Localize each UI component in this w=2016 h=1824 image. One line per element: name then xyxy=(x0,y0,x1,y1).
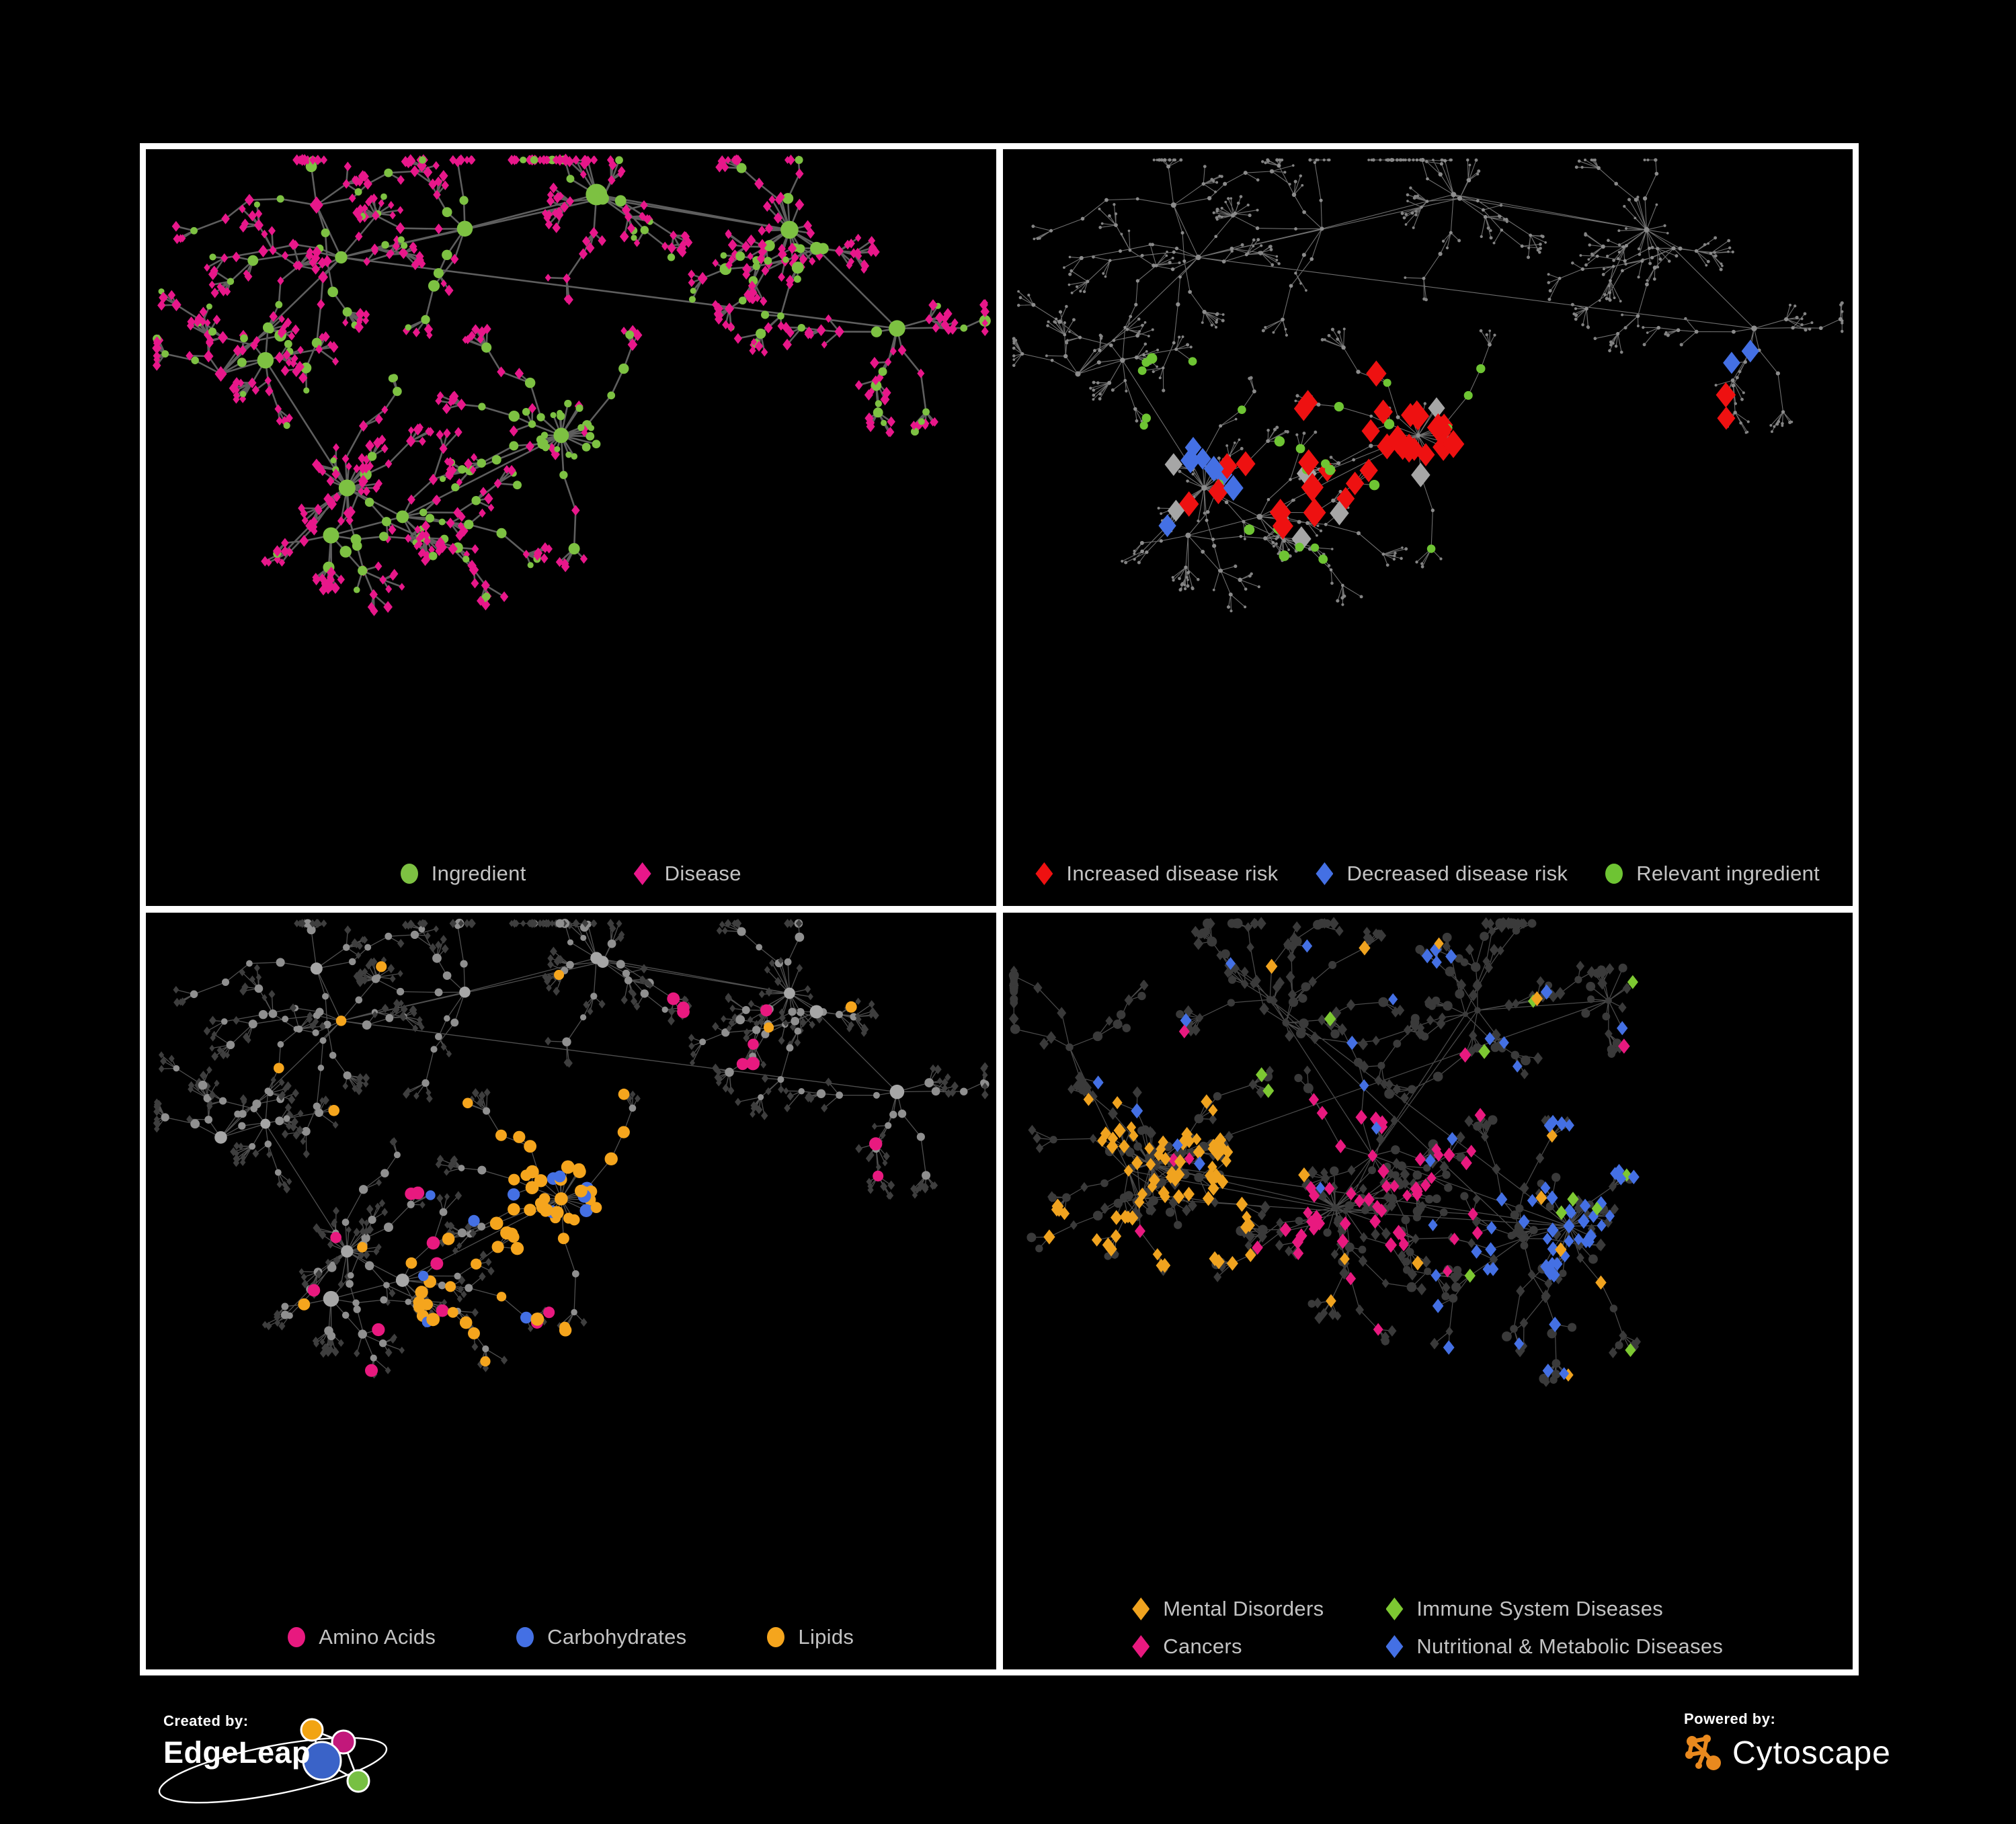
legend-label: Amino Acids xyxy=(319,1625,436,1649)
legend-item: Immune System Diseases xyxy=(1385,1597,1663,1621)
network-graph xyxy=(1008,917,1641,1387)
edgeleap-wordmark: EdgeLeap xyxy=(163,1735,311,1770)
legend-label: Carbohydrates xyxy=(547,1625,687,1649)
legend-label: Relevant ingredient xyxy=(1636,862,1820,885)
legend: Ingredient Disease xyxy=(146,862,996,886)
legend-item: Ingredient xyxy=(400,862,526,886)
panel-ingredient-disease: Ingredient Disease xyxy=(146,149,996,906)
network-graph xyxy=(1012,157,1844,613)
circle-swatch-icon xyxy=(400,864,418,884)
network-edges xyxy=(1013,159,1843,612)
legend-item: Disease xyxy=(633,862,741,886)
legend-item: Decreased disease risk xyxy=(1316,862,1568,886)
panel-disease-risk: Increased disease risk Decreased disease … xyxy=(1002,149,1853,906)
network-nodes xyxy=(152,153,991,616)
legend-item: Mental Disorders xyxy=(1132,1597,1324,1621)
circle-swatch-icon xyxy=(1605,864,1623,884)
powered-by-label: Powered by: xyxy=(1684,1710,1776,1727)
diamond-swatch-icon xyxy=(1385,1598,1404,1620)
circle-swatch-icon xyxy=(516,1627,534,1647)
legend: Amino Acids Carbohydrates Lipids xyxy=(146,1625,996,1649)
legend-label: Cancers xyxy=(1163,1634,1242,1658)
legend-item: Amino Acids xyxy=(288,1625,436,1649)
network-graph xyxy=(153,918,990,1379)
panel-nutrient-classes: Amino Acids Carbohydrates Lipids xyxy=(146,913,996,1669)
created-by-label: Created by: xyxy=(163,1712,249,1729)
legend-label: Mental Disorders xyxy=(1163,1597,1324,1620)
legend-item: Nutritional & Metabolic Diseases xyxy=(1385,1634,1723,1659)
diamond-swatch-icon xyxy=(1385,1635,1404,1658)
network-highlight-nodes xyxy=(1137,339,1759,564)
legend-label: Disease xyxy=(664,862,741,885)
diamond-swatch-icon xyxy=(1316,862,1334,885)
powered-by-block: Powered by: Cytoscape xyxy=(1684,1710,1891,1774)
circle-swatch-icon xyxy=(767,1627,785,1647)
legend-label: Lipids xyxy=(798,1625,854,1649)
legend-label: Ingredient xyxy=(431,862,526,885)
diamond-swatch-icon xyxy=(1132,1635,1150,1658)
network-graph xyxy=(152,153,991,616)
diamond-swatch-icon xyxy=(1132,1598,1150,1620)
legend-item: Lipids xyxy=(767,1625,854,1649)
created-by-block: Created by: EdgeLeap xyxy=(158,1712,405,1820)
figure-frame: Ingredient Disease Increased disease risk… xyxy=(140,143,1859,1675)
legend-label: Immune System Diseases xyxy=(1416,1597,1664,1620)
cytoscape-icon xyxy=(1685,1735,1721,1770)
legend-item: Increased disease risk xyxy=(1035,862,1278,886)
network-nodes xyxy=(1012,157,1844,613)
edgeleap-logo xyxy=(158,1718,388,1804)
legend-item: Relevant ingredient xyxy=(1605,862,1820,886)
legend: Mental Disorders Immune System Diseases Ca… xyxy=(1132,1597,1723,1659)
edgeleap-logo-nodes xyxy=(300,1718,370,1793)
diamond-swatch-icon xyxy=(633,862,651,885)
legend-label: Decreased disease risk xyxy=(1346,862,1568,885)
network-nodes xyxy=(153,918,990,1379)
legend-item: Carbohydrates xyxy=(516,1625,686,1649)
network-highlight-nodes xyxy=(1043,937,1640,1382)
legend-label: Increased disease risk xyxy=(1066,862,1279,885)
legend-item: Cancers xyxy=(1132,1634,1242,1659)
legend-label: Nutritional & Metabolic Diseases xyxy=(1416,1634,1724,1658)
legend: Increased disease risk Decreased disease … xyxy=(1003,862,1853,886)
panel-disease-categories: Mental Disorders Immune System Diseases Ca… xyxy=(1002,913,1853,1669)
diamond-swatch-icon xyxy=(1035,862,1053,885)
cytoscape-wordmark: Cytoscape xyxy=(1732,1735,1891,1771)
circle-swatch-icon xyxy=(288,1627,306,1647)
network-highlight-nodes xyxy=(273,961,884,1377)
